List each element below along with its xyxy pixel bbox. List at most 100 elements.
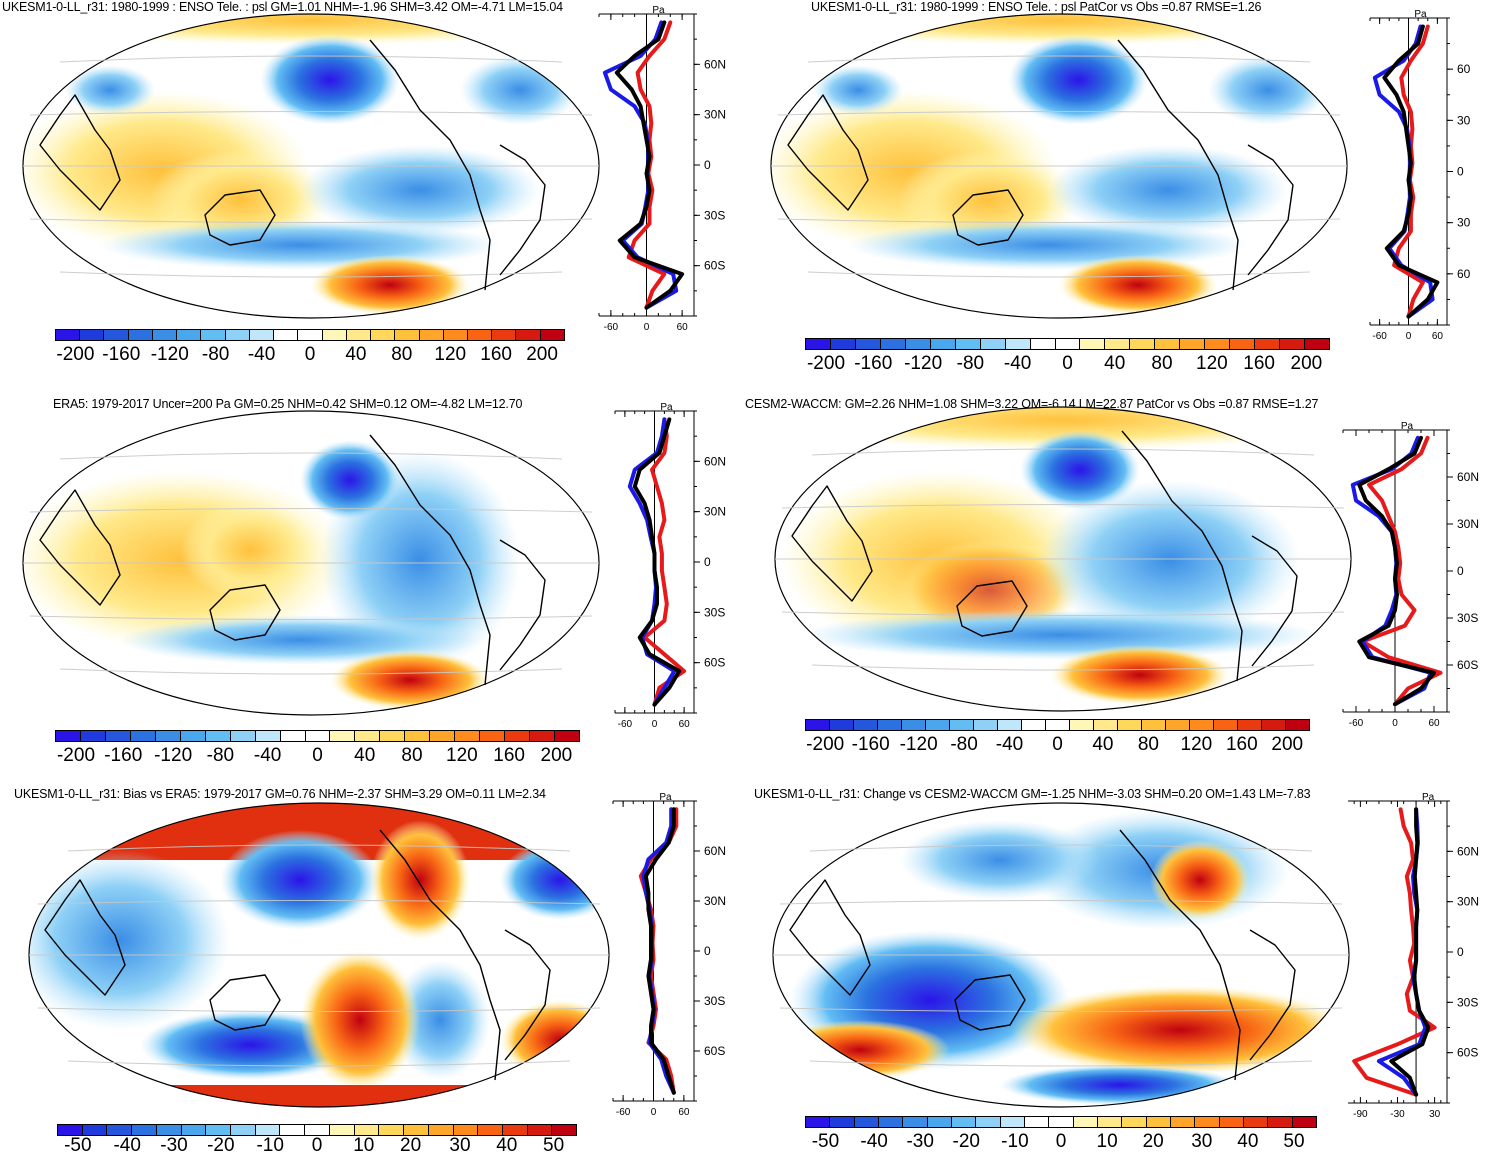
- colorbar-label: -160: [854, 353, 893, 374]
- colorbar-swatch: [1238, 720, 1262, 730]
- colorbar-swatch: [249, 330, 275, 340]
- panel-title: CESM2-WACCM: GM=2.26 NHM=1.08 SHM=3.22 O…: [745, 397, 1319, 411]
- colorbar-swatch: [274, 330, 299, 340]
- colorbar-swatch: [1214, 720, 1238, 730]
- colorbar-label: -120: [154, 745, 193, 766]
- colorbar-label: -80: [950, 734, 978, 755]
- colorbar-swatch: [280, 731, 306, 741]
- lat-label: 60N: [1457, 844, 1479, 858]
- colorbar-swatch: [82, 1125, 108, 1135]
- series-line-model: [1389, 807, 1431, 1097]
- colorbar-label: -160: [102, 344, 141, 365]
- colorbar-label: -10: [1001, 1131, 1029, 1152]
- colorbar-swatch: [132, 1125, 157, 1135]
- colorbar-label: 120: [1196, 353, 1228, 374]
- colorbar-label: -40: [113, 1135, 141, 1156]
- colorbar-swatch: [128, 330, 153, 340]
- colorbar-label: 10: [1096, 1131, 1118, 1152]
- x-tick-label: 0: [651, 1107, 657, 1118]
- colorbar-swatch: [305, 1125, 330, 1135]
- x-tick-label: 0: [644, 322, 650, 333]
- map-p1: [23, 14, 599, 318]
- colorbar-swatch: [854, 1117, 879, 1127]
- colorbar-swatch: [1130, 339, 1156, 349]
- colorbar-swatch: [1286, 720, 1309, 730]
- colorbar-swatch: [152, 330, 178, 340]
- panel-p1: UKESM1-0-LL_r31: 1980-1999 : ENSO Tele. …: [0, 0, 740, 385]
- panel-title: UKESM1-0-LL_r31: Bias vs ERA5: 1979-2017…: [14, 787, 546, 801]
- colorbar-swatch: [467, 330, 493, 340]
- colorbar-swatch: [1146, 1117, 1171, 1127]
- unit-label: Pa: [659, 792, 672, 803]
- colorbar-swatch: [980, 339, 1006, 349]
- zonal-plot-p5: Pa -60 0 60 60N 30N 0 30S 60S: [612, 792, 726, 1118]
- lat-label: 30N: [704, 108, 726, 122]
- colorbar-label: -40: [247, 344, 276, 365]
- colorbar-label: 40: [1104, 353, 1126, 374]
- colorbar-label: 160: [1243, 353, 1275, 374]
- x-tick-label: 60: [1432, 331, 1444, 342]
- colorbar-swatch: [298, 330, 323, 340]
- colorbar-label: -40: [860, 1131, 888, 1152]
- series-line-alt: [642, 417, 687, 707]
- colorbar-swatch: [806, 339, 831, 349]
- lat-label: 30S: [704, 605, 725, 619]
- colorbar-label: 80: [1151, 353, 1173, 374]
- colorbar-label: -160: [851, 734, 890, 755]
- colorbar-label: 120: [434, 344, 467, 365]
- colorbar-swatch: [830, 339, 856, 349]
- colorbar-labels-p6: -50 -40 -30 -20 -10 0 10 20 30 40 50: [805, 1131, 1317, 1153]
- colorbar-swatch: [1105, 339, 1131, 349]
- colorbar-swatch: [56, 731, 81, 741]
- lat-label: 30N: [704, 894, 726, 908]
- colorbar-label: -30: [906, 1131, 934, 1152]
- colorbar-swatch: [1230, 339, 1256, 349]
- colorbar-swatch: [58, 1125, 83, 1135]
- colorbar-label: 160: [493, 745, 525, 766]
- colorbar-swatch: [181, 1125, 207, 1135]
- colorbar-swatch: [1030, 339, 1056, 349]
- lat-label: 30N: [704, 505, 726, 519]
- lat-label: 0: [1457, 165, 1464, 179]
- lat-label: 60S: [704, 656, 725, 670]
- colorbar-label: 200: [1271, 734, 1304, 755]
- colorbar-label: 80: [401, 745, 423, 766]
- colorbar-label: 10: [353, 1135, 375, 1156]
- colorbar-label: 30: [1191, 1131, 1213, 1152]
- colorbar-label: -40: [1003, 353, 1032, 374]
- colorbar-swatch: [1305, 339, 1330, 349]
- colorbar-swatch: [155, 731, 181, 741]
- colorbar-label: 200: [540, 745, 573, 766]
- x-tick-label: 60: [679, 719, 691, 730]
- panel-title: ERA5: 1979-2017 Uncer=200 Pa GM=0.25 NHM…: [53, 397, 523, 411]
- panel-title: UKESM1-0-LL_r31: 1980-1999 : ENSO Tele. …: [2, 0, 563, 14]
- colorbar-swatch: [854, 720, 878, 730]
- colorbar-swatch: [428, 1125, 454, 1135]
- colorbar-swatch: [330, 731, 356, 741]
- colorbar-label: -80: [206, 745, 235, 766]
- colorbar-swatch: [1155, 339, 1181, 349]
- colorbar-label: 0: [1055, 1131, 1067, 1152]
- colorbar-label: 40: [1237, 1131, 1259, 1152]
- colorbar-label: -200: [56, 344, 95, 365]
- colorbar-swatch: [453, 1125, 479, 1135]
- colorbar-swatch: [955, 339, 981, 349]
- colorbar-swatch: [130, 731, 156, 741]
- panel-title: UKESM1-0-LL_r31: Change vs CESM2-WACCM G…: [754, 787, 1311, 801]
- colorbar-swatch: [1022, 720, 1046, 730]
- colorbar-swatch: [1205, 339, 1231, 349]
- colorbar-swatch: [492, 330, 517, 340]
- colorbar-swatch: [1195, 1117, 1220, 1127]
- x-tick-label: -60: [604, 322, 619, 333]
- colorbar-swatch: [1097, 1117, 1123, 1127]
- colorbar-label: 0: [311, 1135, 323, 1156]
- lat-label: 30S: [1457, 995, 1478, 1009]
- colorbar-swatch: [455, 731, 481, 741]
- lat-label: 30N: [1457, 517, 1479, 531]
- colorbar-swatch: [1280, 339, 1306, 349]
- colorbar-swatch: [1166, 720, 1190, 730]
- colorbar-swatch: [1170, 1117, 1196, 1127]
- colorbar-label: 0: [312, 745, 323, 766]
- colorbar-label: -40: [995, 734, 1024, 755]
- lat-label: 30S: [704, 208, 725, 222]
